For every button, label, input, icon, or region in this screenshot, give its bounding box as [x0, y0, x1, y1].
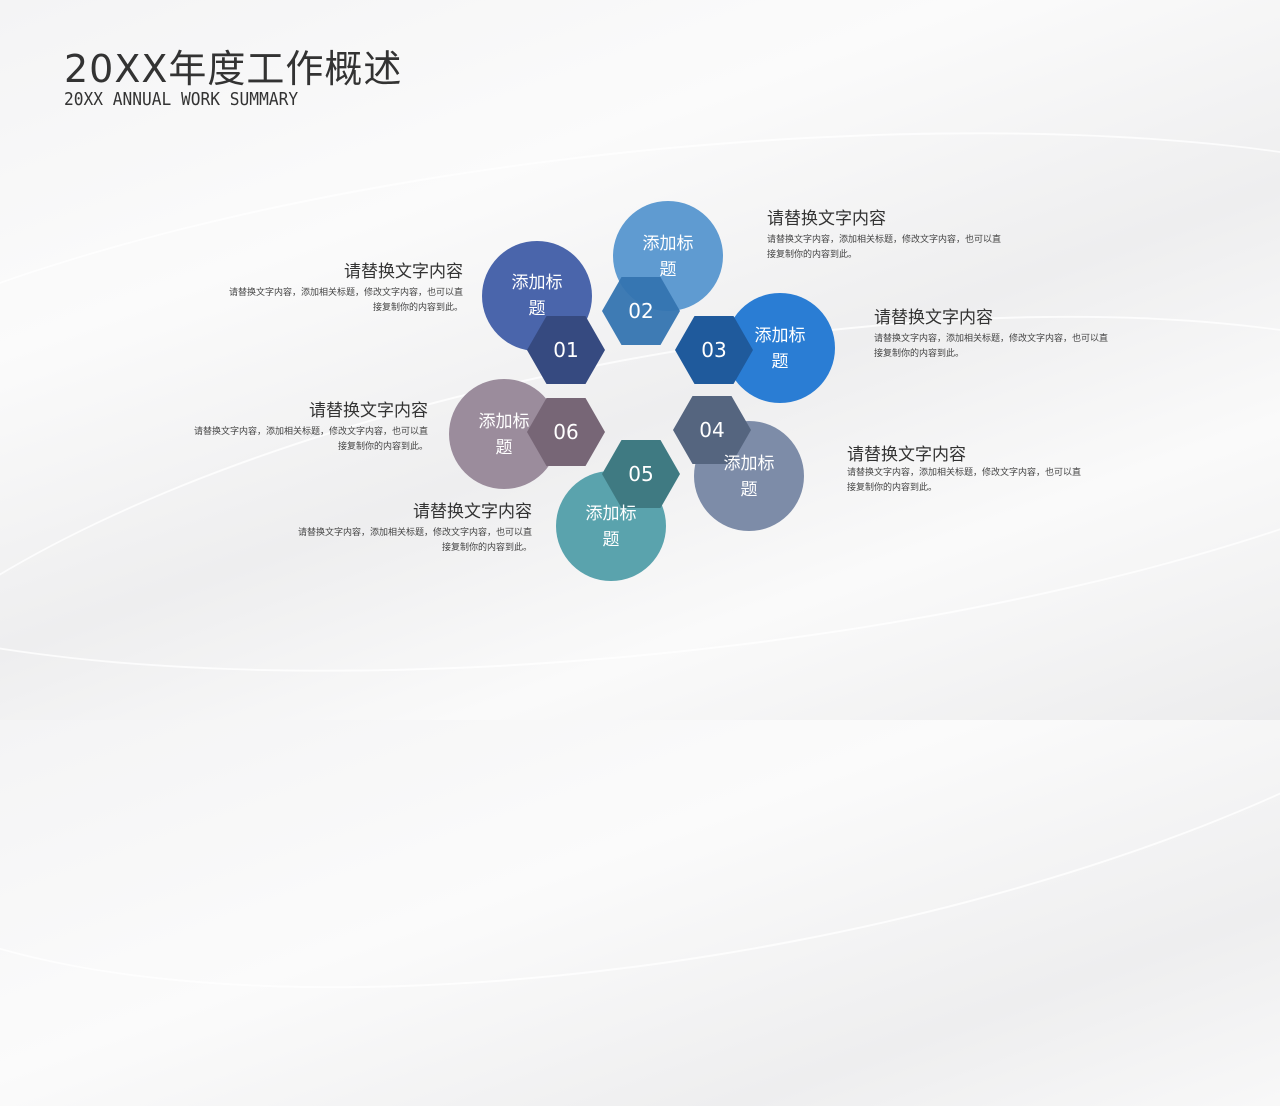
- hex-04: 04: [673, 396, 751, 464]
- text-block-02: 请替换文字内容 请替换文字内容，添加相关标题，修改文字内容，也可以直接复制你的内…: [767, 208, 1007, 263]
- circle-label: 添加标题: [478, 412, 530, 458]
- item-heading: 请替换文字内容: [874, 308, 993, 328]
- item-heading: 请替换文字内容: [309, 401, 428, 421]
- page-subtitle: 20XX ANNUAL WORK SUMMARY: [64, 89, 299, 110]
- hex-06: 06: [527, 398, 605, 466]
- item-number: 05: [628, 462, 654, 486]
- item-heading: 请替换文字内容: [767, 209, 886, 229]
- item-number: 04: [699, 418, 725, 442]
- item-description: 请替换文字内容，添加相关标题，修改文字内容，也可以直接复制你的内容到此。: [767, 235, 1002, 260]
- circle-label: 添加标题: [511, 273, 563, 319]
- circle-label: 添加标题: [585, 504, 637, 550]
- item-description: 请替换文字内容，添加相关标题，修改文字内容，也可以直接复制你的内容到此。: [847, 468, 1082, 493]
- item-heading: 请替换文字内容: [344, 262, 463, 282]
- item-number: 06: [553, 420, 579, 444]
- text-block-03: 请替换文字内容 请替换文字内容，添加相关标题，修改文字内容，也可以直接复制你的内…: [874, 307, 1114, 362]
- item-number: 01: [553, 338, 579, 362]
- item-description: 请替换文字内容，添加相关标题，修改文字内容，也可以直接复制你的内容到此。: [874, 334, 1109, 359]
- text-block-01: 请替换文字内容 请替换文字内容，添加相关标题，修改文字内容，也可以直接复制你的内…: [223, 261, 463, 316]
- item-description: 请替换文字内容，添加相关标题，修改文字内容，也可以直接复制你的内容到此。: [194, 427, 429, 452]
- hex-01: 01: [527, 316, 605, 384]
- hex-05: 05: [602, 440, 680, 508]
- item-number: 03: [701, 338, 727, 362]
- hex-02: 02: [602, 277, 680, 345]
- circle-label: 添加标题: [723, 454, 775, 500]
- item-number: 02: [628, 299, 654, 323]
- page-title: 20XX年度工作概述: [64, 47, 403, 91]
- text-block-04: 请替换文字内容 请替换文字内容，添加相关标题，修改文字内容，也可以直接复制你的内…: [847, 444, 1087, 496]
- item-description: 请替换文字内容，添加相关标题，修改文字内容，也可以直接复制你的内容到此。: [298, 528, 533, 553]
- hex-03: 03: [675, 316, 753, 384]
- text-block-06: 请替换文字内容 请替换文字内容，添加相关标题，修改文字内容，也可以直接复制你的内…: [188, 400, 428, 455]
- circle-label: 添加标题: [754, 326, 806, 372]
- text-block-05: 请替换文字内容 请替换文字内容，添加相关标题，修改文字内容，也可以直接复制你的内…: [292, 501, 532, 556]
- circle-label: 添加标题: [642, 234, 694, 280]
- item-heading: 请替换文字内容: [413, 502, 532, 522]
- item-heading: 请替换文字内容: [847, 445, 966, 465]
- item-description: 请替换文字内容，添加相关标题，修改文字内容，也可以直接复制你的内容到此。: [229, 288, 464, 313]
